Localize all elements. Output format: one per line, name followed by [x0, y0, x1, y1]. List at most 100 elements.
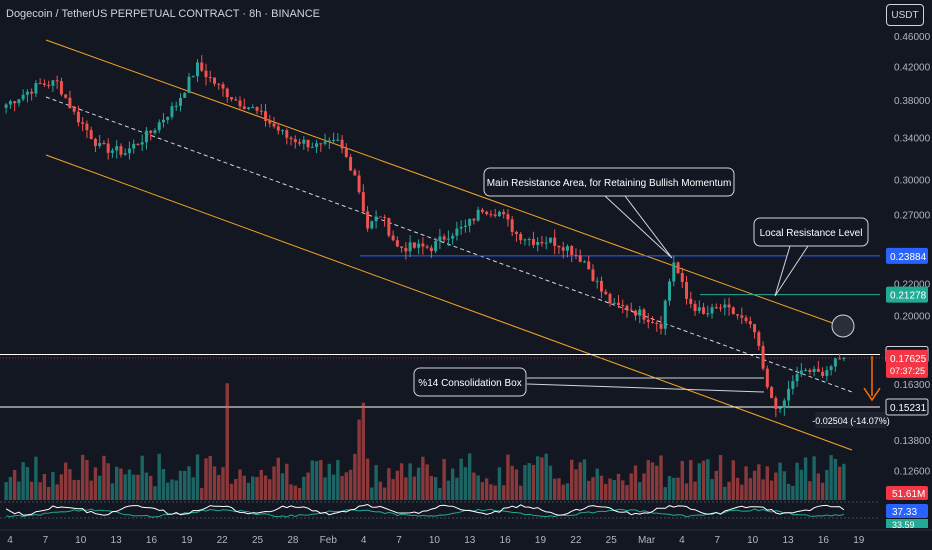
x-tick-label: 13: [464, 535, 476, 546]
x-tick-label: 10: [75, 535, 87, 546]
volume-bar: [365, 458, 370, 500]
candle-body: [812, 368, 816, 372]
volume-bar: [795, 462, 799, 500]
volume-bar: [263, 475, 268, 500]
volume-bar: [76, 479, 81, 500]
volume-bar: [336, 460, 340, 500]
volume-bar: [212, 466, 217, 500]
volume-bar: [136, 474, 140, 500]
candle-body: [634, 310, 637, 316]
volume-bar: [663, 487, 667, 500]
consolidation-callout-text: %14 Consolidation Box: [418, 378, 521, 389]
candle-body: [651, 321, 654, 323]
candle-body: [561, 247, 565, 251]
volume-bar: [727, 481, 731, 500]
move-arrow-head: [863, 387, 881, 402]
candle-body: [685, 281, 689, 299]
candle-body: [578, 255, 582, 262]
candle-body: [234, 99, 238, 101]
x-tick-label: 22: [217, 535, 229, 546]
volume-bar: [735, 477, 740, 500]
candle-body: [463, 225, 467, 227]
candle-body: [59, 81, 63, 95]
volume-bar: [268, 479, 272, 500]
volume-label-bg: [886, 486, 928, 500]
volume-bar: [591, 477, 595, 500]
volume-bar: [110, 483, 115, 500]
consolidation-callout-box: [413, 367, 527, 397]
candle-body: [514, 231, 518, 234]
candle-body: [808, 370, 812, 372]
candle-body: [298, 142, 302, 144]
candle-body: [72, 108, 76, 112]
candle-body: [306, 139, 310, 148]
candle-body: [119, 146, 123, 155]
volume-bar: [38, 482, 42, 500]
volume-bar: [114, 466, 119, 500]
currency-toggle-button[interactable]: USDT: [886, 4, 924, 26]
candle-body: [323, 141, 327, 144]
volume-bar: [463, 467, 468, 500]
y-tick-label: 0.34000: [894, 133, 931, 144]
x-tick-label: 28: [287, 535, 299, 546]
current-price-label-bg: [886, 349, 928, 378]
volume-bar: [46, 487, 51, 500]
horizontal-levels: [0, 255, 886, 408]
candle-body: [455, 228, 459, 236]
volume-bar: [697, 463, 701, 500]
candle-body: [412, 242, 416, 248]
candle-body: [255, 107, 259, 111]
candle-body: [127, 148, 131, 154]
y-tick-label: 0.20000: [894, 311, 931, 322]
volume-bar: [574, 469, 578, 500]
volume-bar: [557, 478, 561, 500]
volume-bar: [225, 383, 229, 500]
candle-body: [442, 236, 446, 240]
candle-body: [395, 240, 399, 247]
volume-bar: [178, 470, 183, 500]
volume-bar: [829, 455, 833, 500]
candle-body: [548, 237, 552, 243]
candle-body: [51, 80, 55, 86]
y-tick-label: 0.38000: [894, 96, 931, 107]
candle-body: [642, 309, 646, 320]
candlestick-series: [4, 55, 846, 418]
volume-bar: [744, 466, 748, 500]
volume-bar: [157, 453, 161, 500]
candle-body: [387, 217, 391, 236]
candle-body: [621, 304, 625, 306]
volume-bar: [489, 484, 493, 500]
candle-body: [451, 235, 455, 239]
volume-bar: [438, 487, 442, 500]
volume-bar: [710, 479, 714, 500]
volume-bar: [604, 483, 608, 500]
volume-bar: [242, 475, 246, 500]
candle-body: [272, 123, 276, 127]
volume-bar: [93, 467, 98, 500]
volume-bar: [404, 477, 408, 500]
volume-bar: [472, 472, 476, 500]
volume-bar: [331, 474, 336, 500]
candle-body: [829, 366, 833, 371]
candle-body: [731, 307, 735, 315]
candle-body: [408, 242, 412, 252]
candle-body: [161, 119, 165, 123]
volume-bar: [510, 465, 514, 500]
volume-bar: [361, 402, 366, 500]
teal-resistance-label-bg: [886, 286, 928, 303]
volume-bar: [416, 467, 421, 500]
volume-bar: [234, 479, 238, 500]
volume-bar: [684, 483, 689, 500]
volume-bar: [204, 458, 208, 500]
y-tick-label: 0.13800: [894, 436, 931, 447]
candle-body: [744, 317, 748, 322]
volume-bar: [782, 471, 787, 500]
x-tick-label: 16: [146, 535, 158, 546]
candle-body: [544, 242, 548, 244]
candle-body: [842, 357, 846, 360]
candle-body: [8, 101, 12, 105]
candle-body: [825, 370, 829, 376]
volume-bar: [621, 480, 625, 500]
volume-bar: [748, 478, 753, 500]
